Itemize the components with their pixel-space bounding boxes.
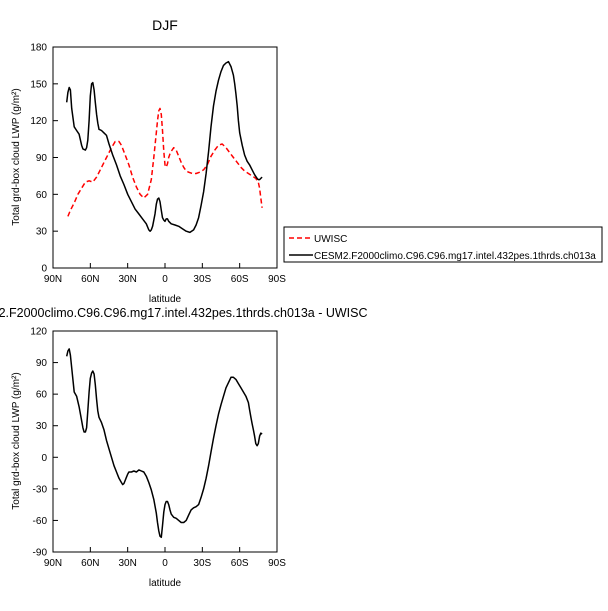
top-plot-area: 0 30 60 90 120 150 180 90N 60N 30N 0 30S 60S 90S [30, 43, 286, 286]
bottom-chart-title: CESM2.F2000climo.C96.C96.mg17.intel.432p… [0, 306, 368, 320]
bottom-series-line-0 [65, 348, 263, 539]
top-y-tick-label: 30 [36, 227, 48, 238]
top-series-group [65, 60, 263, 234]
top-y-axis-label: Total grd-box cloud LWP (g/m²) [11, 88, 22, 225]
bottom-x-tick-label: 90S [268, 558, 286, 569]
bottom-y-tick-label: 120 [30, 327, 47, 338]
bottom-y-tick-label: 30 [36, 421, 48, 432]
bottom-x-tick-label: 60S [231, 558, 249, 569]
bottom-y-tick-label: 0 [41, 453, 47, 464]
top-panel: DJF 0 30 60 90 120 150 180 90N 60N 30N 0 30S 60S 90S… [11, 17, 603, 305]
top-x-tick-label: 30S [193, 274, 211, 285]
top-x-tick-label: 60S [231, 274, 249, 285]
top-y-tick-label: 0 [41, 264, 47, 275]
top-y-axis: 0 30 60 90 120 150 180 [30, 43, 58, 275]
bottom-x-axis-label: latitude [149, 578, 182, 589]
top-series-line-1 [65, 60, 263, 234]
bottom-x-tick-label: 60N [81, 558, 99, 569]
bottom-panel: CESM2.F2000climo.C96.C96.mg17.intel.432p… [0, 306, 368, 589]
top-x-tick-label: 0 [162, 274, 168, 285]
bottom-plot-area: -90 -60 -30 0 30 60 90 120 90N 60N 30N 0 30S 60S 90S [30, 327, 286, 570]
bottom-y-tick-label: 90 [36, 358, 48, 369]
top-x-tick-label: 30N [118, 274, 136, 285]
legend-box [283, 226, 603, 263]
top-y-tick-label: 90 [36, 153, 48, 164]
bottom-plot-frame [52, 330, 278, 553]
bottom-y-axis: -90 -60 -30 0 30 60 90 120 [30, 327, 58, 559]
top-legend: UWISC CESM2.F2000climo.C96.C96.mg17.inte… [283, 226, 603, 263]
bottom-x-tick-label: 0 [162, 558, 168, 569]
top-series-line-0 [67, 107, 263, 217]
bottom-x-tick-label: 30S [193, 558, 211, 569]
bottom-y-tick-label: -90 [33, 548, 48, 559]
bottom-y-tick-label: 60 [36, 390, 48, 401]
top-y-tick-label: 180 [30, 43, 47, 54]
bottom-x-tick-label: 30N [118, 558, 136, 569]
top-chart-title: DJF [152, 17, 178, 33]
bottom-y-tick-label: -30 [33, 484, 48, 495]
top-x-axis: 90N 60N 30N 0 30S 60S 90S [44, 263, 286, 285]
top-x-tick-label: 90N [44, 274, 62, 285]
top-y-tick-label: 120 [30, 116, 47, 127]
top-y-tick-label: 150 [30, 79, 47, 90]
top-y-tick-label: 60 [36, 190, 48, 201]
bottom-y-axis-label: Total grd-box cloud LWP (g/m²) [11, 372, 22, 509]
legend-entry-uwisc: UWISC [314, 234, 347, 245]
bottom-x-tick-label: 90N [44, 558, 62, 569]
legend-entry-cesm2: CESM2.F2000climo.C96.C96.mg17.intel.432p… [314, 251, 596, 262]
top-x-axis-label: latitude [149, 294, 182, 305]
bottom-series-group [65, 348, 263, 539]
top-x-tick-label: 90S [268, 274, 286, 285]
bottom-y-tick-label: -60 [33, 516, 48, 527]
top-x-tick-label: 60N [81, 274, 99, 285]
bottom-x-axis: 90N 60N 30N 0 30S 60S 90S [44, 547, 286, 569]
